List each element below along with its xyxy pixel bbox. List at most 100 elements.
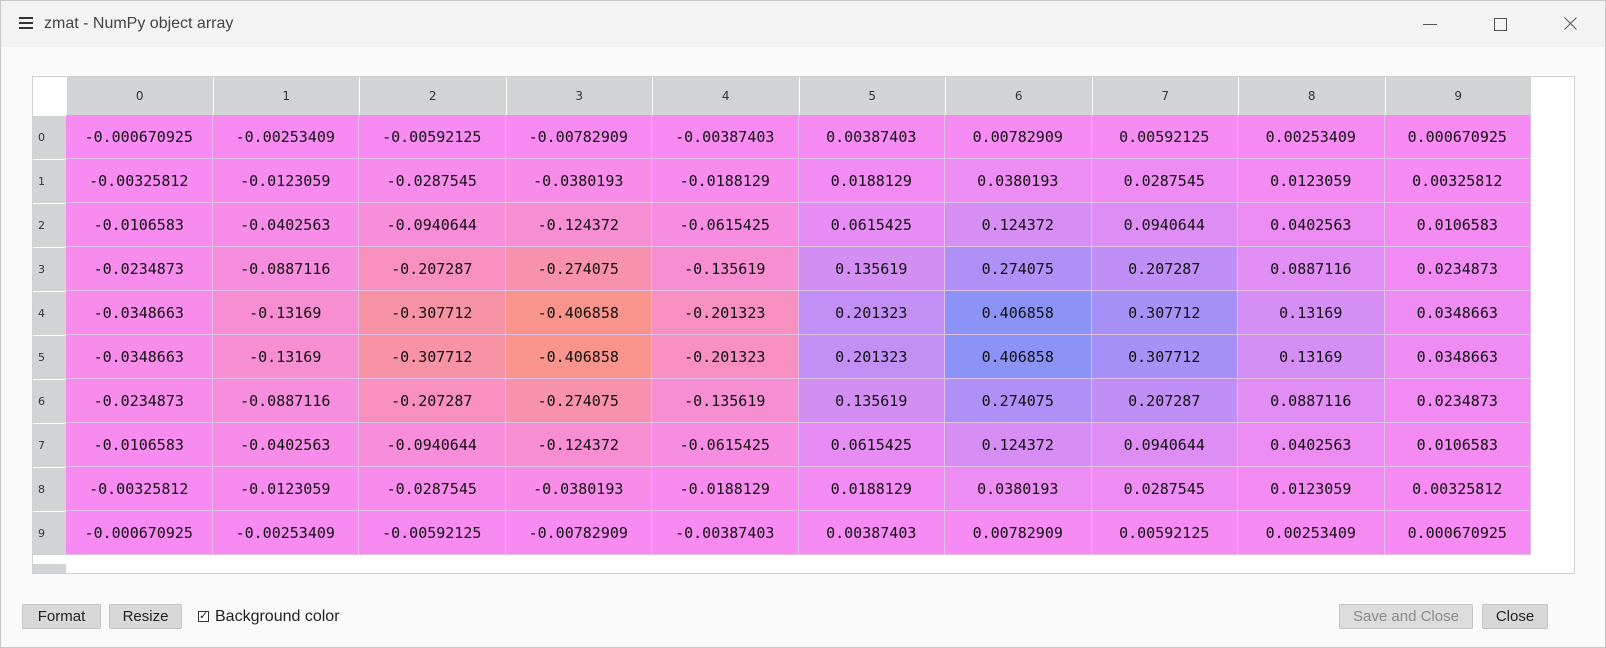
- table-cell[interactable]: 0.0287545: [1091, 467, 1238, 511]
- table-cell[interactable]: 0.207287: [1091, 379, 1238, 423]
- table-cell[interactable]: -0.00253409: [212, 115, 359, 159]
- table-cell[interactable]: -0.135619: [652, 379, 799, 423]
- table-cell[interactable]: 0.406858: [945, 335, 1092, 379]
- table-cell[interactable]: 0.000670925: [1384, 115, 1531, 159]
- table-cell[interactable]: 0.00592125: [1091, 511, 1238, 555]
- table-cell[interactable]: -0.274075: [505, 379, 652, 423]
- minimize-button[interactable]: [1407, 7, 1453, 41]
- table-cell[interactable]: -0.0887116: [212, 379, 359, 423]
- table-cell[interactable]: 0.0348663: [1384, 335, 1531, 379]
- table-cell[interactable]: 0.00782909: [945, 115, 1092, 159]
- table-cell[interactable]: 0.0123059: [1238, 159, 1385, 203]
- save-and-close-button[interactable]: Save and Close: [1339, 604, 1473, 629]
- table-cell[interactable]: -0.0123059: [212, 467, 359, 511]
- table-cell[interactable]: 0.0887116: [1238, 247, 1385, 291]
- table-cell[interactable]: 0.0348663: [1384, 291, 1531, 335]
- table-cell[interactable]: -0.13169: [212, 291, 359, 335]
- column-header[interactable]: 8: [1238, 77, 1385, 115]
- table-cell[interactable]: 0.00253409: [1238, 115, 1385, 159]
- row-header[interactable]: 0: [33, 115, 66, 159]
- table-cell[interactable]: 0.0287545: [1091, 159, 1238, 203]
- table-cell[interactable]: -0.207287: [359, 247, 506, 291]
- row-header[interactable]: 3: [33, 247, 66, 291]
- table-cell[interactable]: -0.00387403: [652, 115, 799, 159]
- table-cell[interactable]: 0.00325812: [1384, 467, 1531, 511]
- table-cell[interactable]: -0.00325812: [66, 159, 213, 203]
- table-cell[interactable]: -0.0380193: [505, 159, 652, 203]
- table-cell[interactable]: -0.207287: [359, 379, 506, 423]
- table-cell[interactable]: 0.0380193: [945, 467, 1092, 511]
- table-cell[interactable]: -0.406858: [505, 291, 652, 335]
- table-cell[interactable]: 0.0615425: [798, 203, 945, 247]
- table-cell[interactable]: -0.0188129: [652, 159, 799, 203]
- table-cell[interactable]: -0.0348663: [66, 291, 213, 335]
- table-cell[interactable]: -0.00782909: [505, 115, 652, 159]
- table-cell[interactable]: -0.0887116: [212, 247, 359, 291]
- table-cell[interactable]: -0.0402563: [212, 203, 359, 247]
- table-cell[interactable]: 0.307712: [1091, 335, 1238, 379]
- table-cell[interactable]: -0.00387403: [652, 511, 799, 555]
- table-cell[interactable]: -0.000670925: [66, 115, 213, 159]
- table-cell[interactable]: 0.13169: [1238, 291, 1385, 335]
- table-cell[interactable]: -0.307712: [359, 335, 506, 379]
- row-header[interactable]: 5: [33, 335, 66, 379]
- table-cell[interactable]: 0.00325812: [1384, 159, 1531, 203]
- table-cell[interactable]: 0.0887116: [1238, 379, 1385, 423]
- table-cell[interactable]: 0.00387403: [798, 511, 945, 555]
- table-cell[interactable]: -0.00592125: [359, 511, 506, 555]
- table-cell[interactable]: 0.406858: [945, 291, 1092, 335]
- table-cell[interactable]: -0.0106583: [66, 423, 213, 467]
- table-cell[interactable]: 0.0940644: [1091, 203, 1238, 247]
- column-header[interactable]: 2: [359, 77, 506, 115]
- table-cell[interactable]: -0.000670925: [66, 511, 213, 555]
- table-cell[interactable]: 0.201323: [798, 335, 945, 379]
- table-cell[interactable]: 0.201323: [798, 291, 945, 335]
- format-button[interactable]: Format: [22, 604, 101, 629]
- table-cell[interactable]: 0.0188129: [798, 159, 945, 203]
- table-cell[interactable]: -0.00592125: [359, 115, 506, 159]
- table-cell[interactable]: -0.00325812: [66, 467, 213, 511]
- row-header[interactable]: 4: [33, 291, 66, 335]
- table-cell[interactable]: 0.0615425: [798, 423, 945, 467]
- table-cell[interactable]: 0.124372: [945, 423, 1092, 467]
- table-cell[interactable]: 0.0940644: [1091, 423, 1238, 467]
- table-cell[interactable]: -0.0348663: [66, 335, 213, 379]
- row-header[interactable]: 1: [33, 159, 66, 203]
- close-window-button[interactable]: [1547, 7, 1593, 41]
- array-table[interactable]: 0 1 2 3 4 5 6 7 8 9 0 -0.000670925 -0.00253409 -0.005…: [32, 76, 1575, 574]
- background-color-toggle[interactable]: Background color: [198, 604, 340, 629]
- table-cell[interactable]: 0.00253409: [1238, 511, 1385, 555]
- table-cell[interactable]: -0.0615425: [652, 423, 799, 467]
- table-cell[interactable]: -0.13169: [212, 335, 359, 379]
- table-cell[interactable]: -0.0234873: [66, 379, 213, 423]
- table-cell[interactable]: 0.0106583: [1384, 203, 1531, 247]
- table-cell[interactable]: -0.00253409: [212, 511, 359, 555]
- table-cell[interactable]: 0.00592125: [1091, 115, 1238, 159]
- table-cell[interactable]: 0.000670925: [1384, 511, 1531, 555]
- column-header[interactable]: 1: [212, 77, 359, 115]
- table-cell[interactable]: -0.00782909: [505, 511, 652, 555]
- table-cell[interactable]: -0.0287545: [359, 467, 506, 511]
- table-cell[interactable]: -0.201323: [652, 335, 799, 379]
- column-header[interactable]: 7: [1091, 77, 1238, 115]
- table-cell[interactable]: 0.13169: [1238, 335, 1385, 379]
- table-cell[interactable]: -0.0380193: [505, 467, 652, 511]
- table-cell[interactable]: 0.135619: [798, 379, 945, 423]
- table-cell[interactable]: -0.0402563: [212, 423, 359, 467]
- table-cell[interactable]: 0.0402563: [1238, 203, 1385, 247]
- row-header[interactable]: 8: [33, 467, 66, 511]
- table-cell[interactable]: 0.207287: [1091, 247, 1238, 291]
- table-cell[interactable]: 0.00387403: [798, 115, 945, 159]
- row-header[interactable]: 9: [33, 511, 66, 555]
- table-cell[interactable]: -0.124372: [505, 203, 652, 247]
- column-header[interactable]: 4: [652, 77, 799, 115]
- table-cell[interactable]: -0.0940644: [359, 423, 506, 467]
- table-cell[interactable]: 0.0188129: [798, 467, 945, 511]
- table-cell[interactable]: -0.0234873: [66, 247, 213, 291]
- background-color-checkbox[interactable]: [198, 609, 209, 622]
- table-cell[interactable]: 0.274075: [945, 247, 1092, 291]
- table-cell[interactable]: -0.274075: [505, 247, 652, 291]
- resize-button[interactable]: Resize: [109, 604, 182, 629]
- column-header[interactable]: 3: [505, 77, 652, 115]
- column-header[interactable]: 5: [798, 77, 945, 115]
